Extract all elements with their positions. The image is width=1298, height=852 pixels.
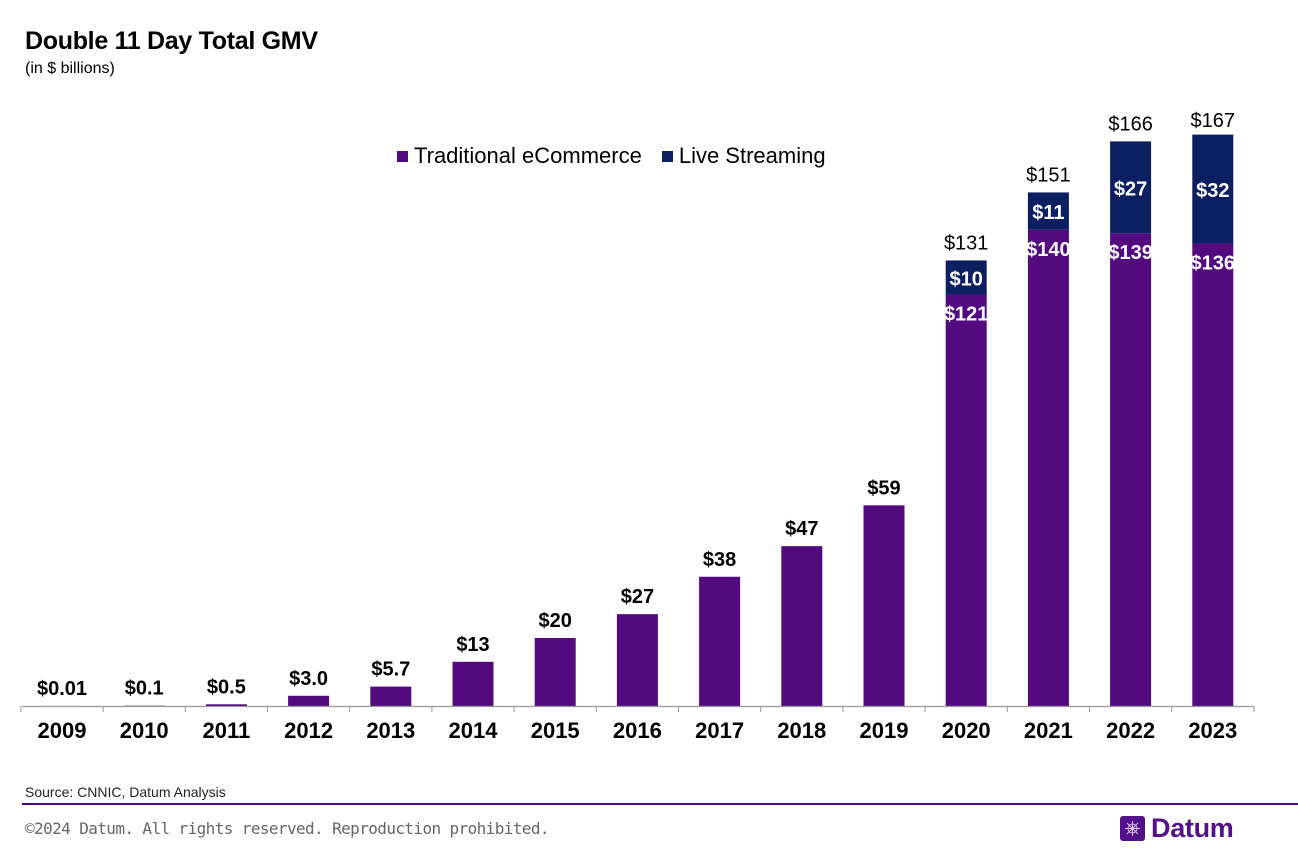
total-label: $0.5 <box>207 676 246 698</box>
copyright: ©2024 Datum. All rights reserved. Reprod… <box>25 819 550 838</box>
x-tick-label: 2012 <box>284 718 333 743</box>
total-label: $5.7 <box>371 659 410 681</box>
chart-title: Double 11 Day Total GMV <box>25 27 318 55</box>
bar-segment-traditional <box>781 546 823 706</box>
legend-label-live: Live Streaming <box>678 143 826 168</box>
legend-item-live: Live Streaming <box>661 143 826 169</box>
bar-segment-traditional <box>288 695 330 706</box>
bar-segment-traditional <box>699 576 741 706</box>
total-label: $167 <box>1191 110 1236 132</box>
bar-segment-traditional <box>370 686 412 706</box>
x-tick-label: 2023 <box>1188 718 1237 743</box>
x-tick-label: 2017 <box>695 718 744 743</box>
legend: Traditional eCommerce Live Streaming <box>397 143 840 169</box>
total-label: $166 <box>1108 113 1153 135</box>
x-tick-label: 2020 <box>942 718 991 743</box>
bar-segment-traditional <box>534 637 576 706</box>
bar-segment-live <box>1110 141 1152 234</box>
globe-icon <box>1120 816 1145 841</box>
bar-segment-traditional <box>1027 229 1069 706</box>
legend-swatch-live <box>661 150 673 162</box>
bar-segment-traditional <box>616 614 658 706</box>
bar-segment-live <box>1192 134 1234 244</box>
x-tick-label: 2021 <box>1024 718 1073 743</box>
total-label: $0.01 <box>37 678 87 700</box>
total-label: $27 <box>621 586 654 608</box>
total-label: $3.0 <box>289 668 328 690</box>
logo-text: Datum <box>1151 813 1234 843</box>
segment-label: $27 <box>1114 178 1147 200</box>
bar-segment-traditional <box>452 661 494 706</box>
bar-segment-traditional <box>863 505 905 706</box>
segment-label: $121 <box>944 303 989 325</box>
bar-segment-live <box>945 260 987 295</box>
source-note: Source: CNNIC, Datum Analysis <box>25 784 226 800</box>
bar-segment-traditional <box>1192 243 1234 706</box>
total-label: $151 <box>1026 164 1071 186</box>
x-tick-label: 2018 <box>777 718 826 743</box>
x-tick-label: 2010 <box>120 718 169 743</box>
bar-segment-traditional <box>945 294 987 706</box>
x-tick-label: 2016 <box>613 718 662 743</box>
bar-segment-live <box>1027 192 1069 230</box>
footer-divider <box>22 803 1298 805</box>
legend-swatch-traditional <box>397 150 408 162</box>
total-label: $59 <box>867 477 900 499</box>
x-tick-label: 2019 <box>860 718 909 743</box>
total-label: $13 <box>456 634 489 656</box>
segment-label: $10 <box>950 268 983 290</box>
segment-label: $136 <box>1191 252 1236 274</box>
x-tick-label: 2014 <box>449 718 499 743</box>
bar-segment-traditional <box>1110 233 1152 707</box>
datum-logo: Datum <box>1120 813 1234 844</box>
total-label: $0.1 <box>125 678 164 700</box>
segment-label: $140 <box>1026 239 1071 261</box>
segment-label: $32 <box>1196 180 1229 202</box>
total-label: $47 <box>785 518 818 540</box>
x-tick-label: 2022 <box>1106 718 1155 743</box>
total-label: $20 <box>539 610 572 632</box>
total-label: $131 <box>944 232 989 254</box>
x-tick-label: 2011 <box>203 718 251 743</box>
bar-chart: $0.01 2009 $0.1 2010 $0.5 2011 $3.0 2012 $5.7 201… <box>20 110 1255 743</box>
total-label: $38 <box>703 549 736 571</box>
bar-segment-traditional <box>205 704 247 706</box>
segment-label: $139 <box>1108 242 1153 264</box>
legend-item-traditional: Traditional eCommerce <box>397 143 642 169</box>
segment-label: $11 <box>1032 202 1064 224</box>
x-tick-label: 2015 <box>531 718 580 743</box>
legend-label-traditional: Traditional eCommerce <box>414 143 642 168</box>
x-tick-label: 2013 <box>366 718 415 743</box>
x-tick-label: 2009 <box>38 718 87 743</box>
chart-subtitle: (in $ billions) <box>25 60 115 77</box>
